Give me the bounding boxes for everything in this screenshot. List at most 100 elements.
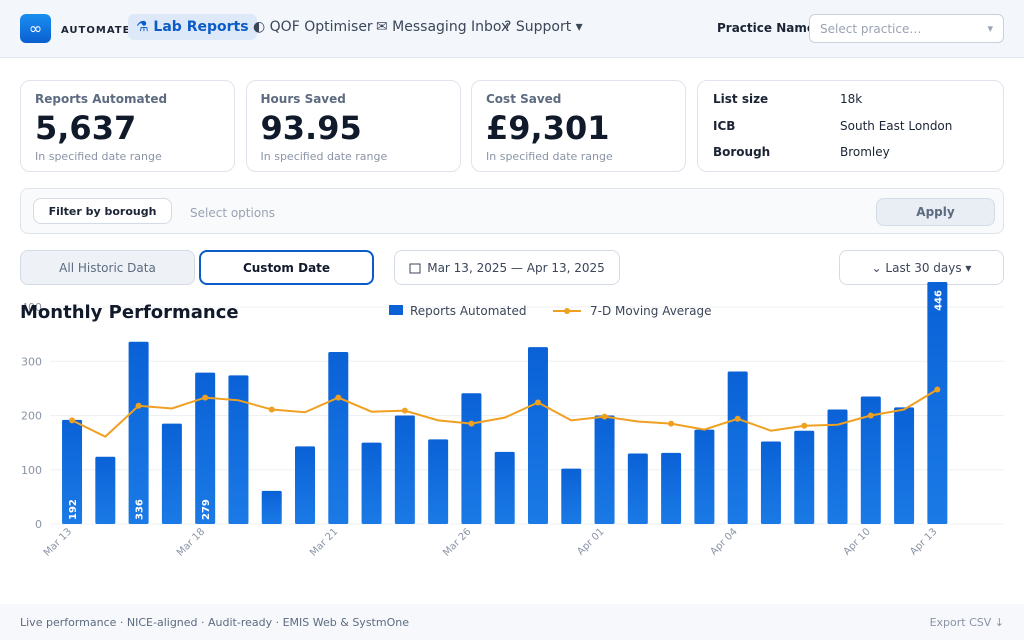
y-tick-label: 300 [21,355,42,368]
info-value: South East London [840,118,953,133]
bar [428,439,449,524]
bar [195,372,216,524]
bar [727,371,748,524]
info-key: ICB [713,118,736,133]
nav-item[interactable]: ⚗ Lab Reports [128,14,257,40]
bar [62,419,83,524]
practice-select[interactable]: Select practice… ▾ [809,14,1004,43]
info-key: List size [713,92,769,106]
nav-item[interactable]: ? Support ▾ [504,19,583,35]
info-value: Bromley [840,145,890,159]
bar-value-label: 279 [201,499,212,520]
range-tab[interactable]: All Historic Data [20,250,195,285]
calendar-icon [409,263,421,273]
bar [827,409,848,524]
line-point [801,422,808,429]
bar [361,442,382,524]
moving-average-line [71,388,938,438]
nav-item[interactable]: ◐ QOF Optimiser [253,19,373,35]
nav-item[interactable]: ✉ Messaging Inbox [376,19,510,35]
x-tick-label: Mar 13 [42,526,74,558]
header: ∞ AUTOMATE ⚗ Lab Reports ◐ QOF Optimiser ✉… [0,0,1024,58]
line-point [601,413,608,420]
bar [161,423,182,524]
export-link[interactable]: Export CSV ↓ [929,616,1004,629]
bar [527,347,548,524]
y-tick-label: 100 [21,464,42,477]
chart-title: Monthly Performance [20,302,239,323]
date-text: Mar 13, 2025 — Apr 13, 2025 [427,260,605,275]
x-tick-label: Apr 13 [908,526,939,557]
preset-select[interactable]: ⌄ Last 30 days ▾ [839,250,1004,285]
info-card: List size 18k ICB South East London Borough B… [697,80,1004,172]
bar [128,341,149,524]
x-tick-label: Apr 10 [842,526,873,557]
legend-label: Reports Automated [410,304,526,318]
kpi-value: 93.95 [260,109,362,147]
line-point [401,407,408,414]
y-tick-label: 0 [35,518,42,531]
bar-value-label: 336 [135,499,146,520]
footer: Live performance · NICE-aligned · Audit-… [0,604,1024,640]
caret: ▾ [987,22,993,35]
bar [228,375,249,524]
bar [594,415,615,524]
bar [860,396,881,524]
bar [95,456,116,524]
y-tick-label: 400 [21,301,42,314]
line-point [335,394,342,401]
apply-button[interactable]: Apply [876,198,995,226]
kpi-note: In specified date range [260,150,388,163]
bar [394,415,415,524]
x-tick-label: Mar 26 [441,526,473,558]
line-point [534,399,541,406]
bar [627,453,648,524]
kpi-note: In specified date range [35,150,162,163]
date-range[interactable]: Mar 13, 2025 — Apr 13, 2025 [394,250,620,285]
kpi-title: Hours Saved [260,92,346,106]
kpi-card: Reports Automated 5,637 In specified date … [20,80,235,172]
brand-name: AUTOMATE [61,25,131,36]
line-point [668,420,675,427]
logo[interactable]: ∞ [20,14,51,43]
bar [661,452,682,524]
line-point [934,386,941,393]
filter-label[interactable]: Filter by borough [33,198,172,224]
kpi-value: £9,301 [486,109,610,147]
bar [261,490,282,524]
bar [295,446,316,524]
filter-placeholder[interactable]: Select options [190,206,276,220]
bar [894,407,915,524]
bar [794,430,815,524]
kpi-title: Cost Saved [486,92,562,106]
kpi-card: Hours Saved 93.95 In specified date range [245,80,461,172]
line-point [135,402,142,409]
x-tick-label: Apr 04 [709,526,740,557]
line-point [69,417,76,424]
line-point [734,415,741,422]
filter-bar: Filter by borough Select options Apply [20,188,1004,234]
bar [694,429,715,524]
placeholder: Select practice… [820,22,922,36]
bar [927,282,948,524]
line-point [468,420,475,427]
line-point [268,406,275,413]
x-tick-label: Mar 18 [175,526,207,558]
kpi-card: Cost Saved £9,301 In specified date range [471,80,686,172]
info-key: Borough [713,145,771,159]
info-value: 18k [840,92,863,106]
x-tick-label: Mar 21 [308,526,340,558]
kpi-note: In specified date range [486,150,613,163]
kpi-title: Reports Automated [35,92,168,106]
bar [561,468,582,524]
range-tab[interactable]: Custom Date [199,250,374,285]
bar [461,393,482,524]
bar [328,352,349,524]
legend-label: 7-D Moving Average [590,304,711,318]
bar [494,451,515,524]
legend-dot [564,308,570,314]
legend-swatch [389,305,403,315]
bar-value-label: 192 [68,499,79,520]
